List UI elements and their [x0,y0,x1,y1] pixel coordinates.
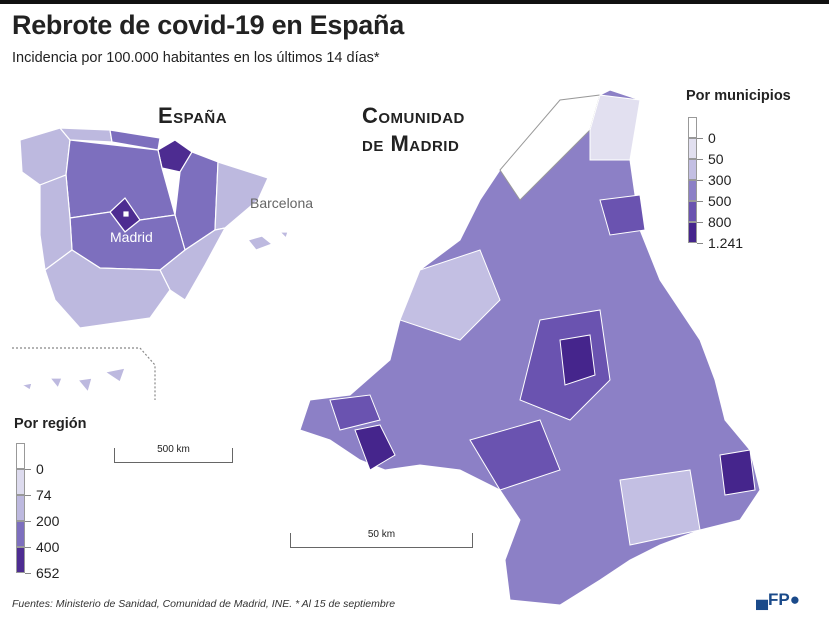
madrid-center-max [559,334,596,386]
madrid-scale-bar: 50 km [290,529,473,548]
legend-tick-label: 400 [36,539,60,555]
legend-tick [697,138,703,139]
legend-tick [697,180,703,181]
legend-swatch [16,443,25,469]
legend-swatch [16,521,25,547]
city-label-madrid: Madrid [110,229,153,245]
legend-tick-label: 0 [36,461,44,477]
legend-tick [697,222,703,223]
madrid-map-label: Comunidad de Madrid [362,102,465,158]
legend-swatch [16,495,25,521]
city-label-barcelona: Barcelona [250,195,314,211]
madrid-city-marker [123,211,129,217]
legend-swatch [688,159,697,180]
legend-tick [25,547,31,548]
legend-swatch [688,138,697,159]
region-canarias [20,367,126,394]
region-cataluna [214,161,269,231]
legend-tick-label: 300 [708,172,732,188]
legend-swatch [688,117,697,138]
legend-swatch [688,201,697,222]
canarias-inset-frame [12,347,156,400]
title: Rebrote de covid-19 en España [12,10,404,40]
legend-swatch [688,222,697,243]
region-andalucia [44,249,171,329]
madrid-east-max [719,449,756,496]
madrid-label-line1: Comunidad [362,103,465,128]
legend-tick-label: 50 [708,151,724,167]
legend-tick-label: 1.241 [708,235,744,251]
legend-swatch [16,547,25,573]
source-footer: Fuentes: Ministerio de Sanidad, Comunida… [12,598,396,610]
madrid-scale-label: 50 km [367,529,396,540]
madrid-southwest-max [354,424,396,471]
spain-scale-bar: 500 km [114,444,233,463]
spain-map-label: España [158,103,228,128]
legend-tick [697,243,703,244]
region-legend-title: Por región [14,416,87,432]
madrid-north-light [589,94,641,161]
region-baleares [246,231,289,251]
madrid-west-light [399,249,501,341]
top-rule [0,0,829,4]
madrid-southeast-light [619,469,701,546]
legend-tick-label: 652 [36,565,60,581]
subtitle: Incidencia por 100.000 habitantes en los… [12,50,380,66]
legend-tick [697,201,703,202]
madrid-map [299,89,761,606]
legend-tick-label: 500 [708,193,732,209]
legend-swatch [688,180,697,201]
legend-tick [697,159,703,160]
spain-map [12,127,289,400]
spain-scale-label: 500 km [157,444,190,455]
legend-tick [25,521,31,522]
madrid-label-line2: de Madrid [362,131,460,156]
legend-tick [25,469,31,470]
legend-tick [25,573,31,574]
madrid-south-high [469,419,561,491]
madrid-west-mid [329,394,381,431]
afp-logo: ▄FP● [756,590,801,609]
legend-tick-label: 0 [708,130,716,146]
legend-tick [25,495,31,496]
municipios-legend-title: Por municipios [686,88,791,104]
madrid-northeast-high [599,194,646,236]
legend-swatch [16,469,25,495]
legend-tick-label: 800 [708,214,732,230]
legend-tick-label: 200 [36,513,60,529]
legend-tick-label: 74 [36,487,52,503]
